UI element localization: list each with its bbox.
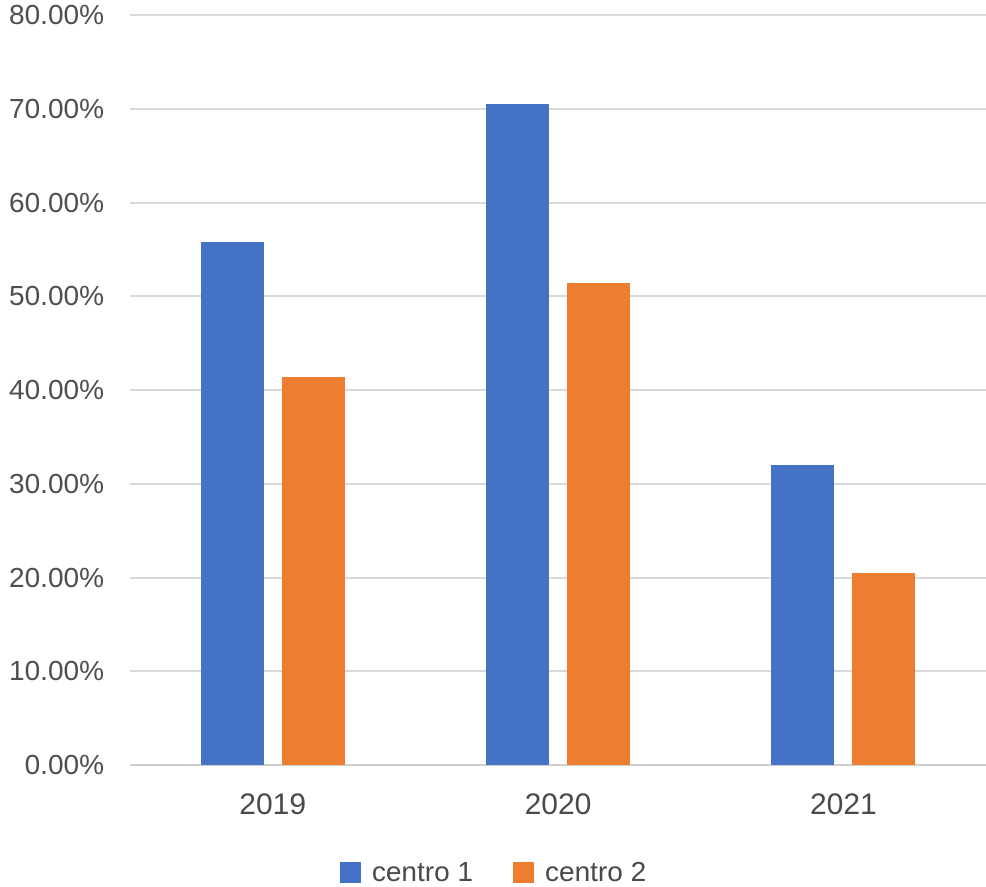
legend: centro 1 centro 2	[0, 856, 986, 887]
bar-centro-1-2021	[771, 465, 835, 765]
bar-centro-2-2020	[567, 283, 630, 765]
y-axis-tick-label: 10.00%	[9, 655, 104, 687]
y-axis-tick-label: 30.00%	[9, 467, 104, 499]
gridline	[130, 670, 986, 673]
y-axis-tick-label: 60.00%	[9, 186, 104, 218]
y-axis-tick-label: 20.00%	[9, 561, 104, 593]
y-axis-tick-label: 70.00%	[9, 92, 104, 124]
bar-centro-1-2019	[200, 241, 264, 765]
y-axis-tick-label: 80.00%	[9, 0, 104, 30]
gridline	[130, 107, 986, 110]
legend-item-centro-1: centro 1	[339, 856, 473, 887]
y-axis-tick-label: 40.00%	[9, 374, 104, 405]
gridline	[130, 389, 986, 391]
gridline	[130, 201, 986, 204]
legend-item-centro-2: centro 2	[513, 856, 646, 887]
gridline	[130, 482, 986, 485]
legend-label: centro 1	[371, 856, 473, 887]
legend-label: centro 2	[545, 856, 647, 887]
y-axis-tick-label: 50.00%	[9, 280, 104, 312]
gridline	[130, 295, 986, 298]
x-axis-label: 2021	[809, 788, 877, 821]
y-axis-tick-label: 0.00%	[24, 749, 104, 780]
bar-centro-1-2020	[486, 104, 549, 765]
x-axis-label: 2020	[524, 788, 592, 821]
bar-centro-2-2019	[281, 376, 345, 765]
legend-swatch-icon	[339, 861, 361, 883]
x-axis-label: 2019	[239, 788, 307, 821]
x-axis-line	[130, 764, 986, 766]
legend-swatch-icon	[513, 861, 534, 883]
gridline	[130, 576, 986, 579]
gridline	[130, 14, 986, 16]
bar-centro-2-2021	[852, 572, 916, 765]
